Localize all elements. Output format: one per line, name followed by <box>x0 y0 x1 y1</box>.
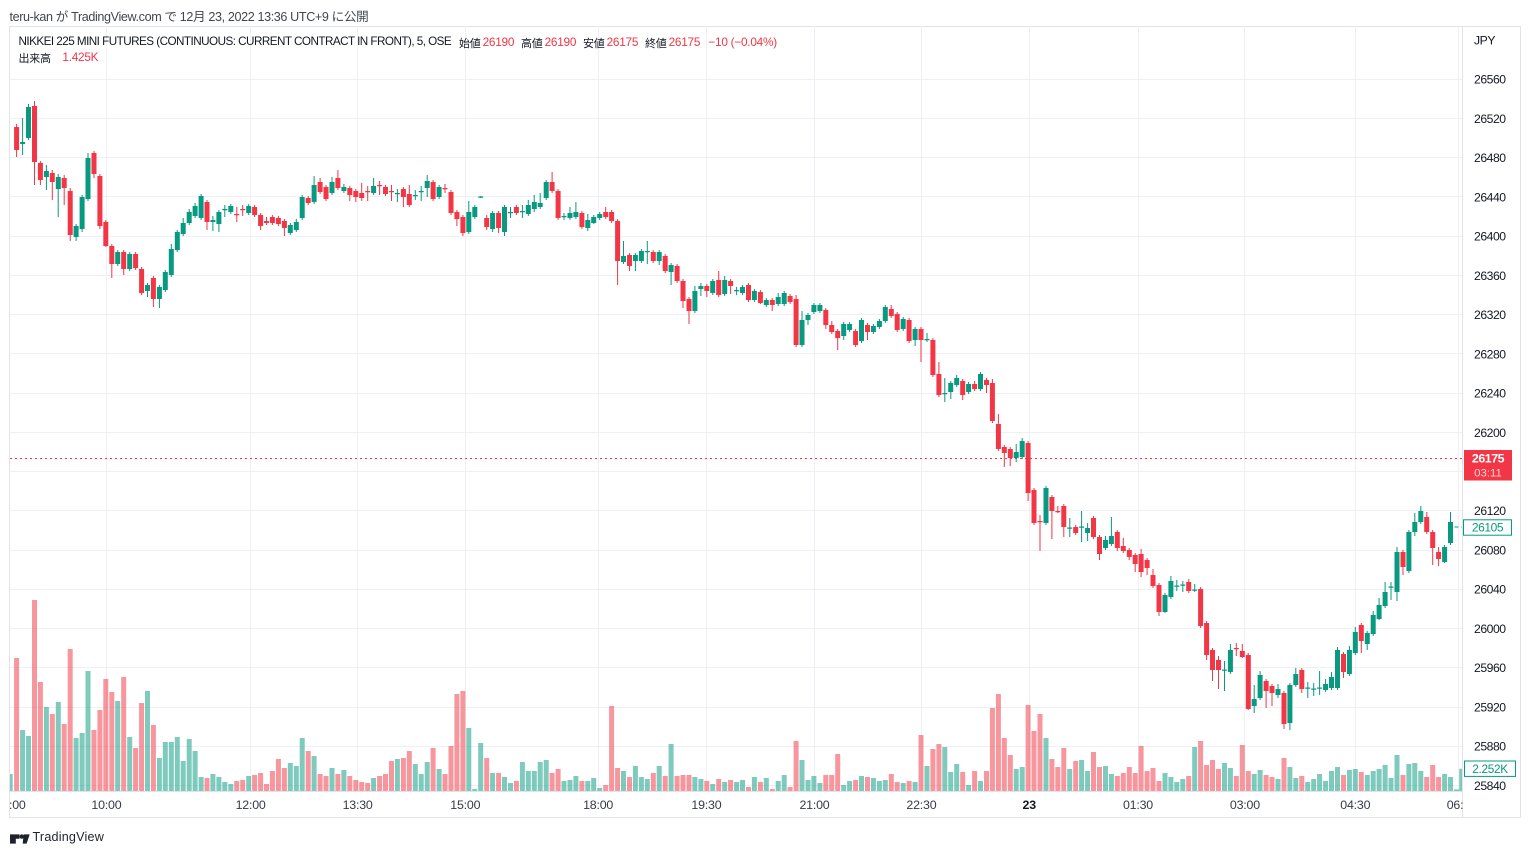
svg-text:03:00: 03:00 <box>1230 798 1260 812</box>
svg-text:19:30: 19:30 <box>691 798 721 812</box>
svg-text:2.252K: 2.252K <box>1472 762 1508 776</box>
svg-text:12:00: 12:00 <box>236 798 266 812</box>
svg-text:13:30: 13:30 <box>343 798 373 812</box>
svg-text:26560: 26560 <box>1474 73 1506 87</box>
svg-text:26280: 26280 <box>1474 347 1506 361</box>
svg-text:26080: 26080 <box>1474 544 1506 558</box>
svg-text:JPY: JPY <box>1474 34 1495 48</box>
svg-text:26120: 26120 <box>1474 504 1506 518</box>
svg-text:26400: 26400 <box>1474 230 1506 244</box>
svg-text:25840: 25840 <box>1474 779 1506 793</box>
svg-text:25920: 25920 <box>1474 700 1506 714</box>
svg-text:26440: 26440 <box>1474 190 1506 204</box>
svg-text:26000: 26000 <box>1474 622 1506 636</box>
svg-text:26480: 26480 <box>1474 151 1506 165</box>
svg-text:06:: 06: <box>1447 798 1464 812</box>
svg-text:26040: 26040 <box>1474 583 1506 597</box>
svg-text:26240: 26240 <box>1474 387 1506 401</box>
svg-text::00: :00 <box>10 798 26 812</box>
svg-text:26320: 26320 <box>1474 308 1506 322</box>
svg-text:26175: 26175 <box>1472 452 1505 466</box>
svg-text:03:11: 03:11 <box>1474 468 1502 480</box>
svg-text:26105: 26105 <box>1472 521 1504 535</box>
svg-text:01:30: 01:30 <box>1123 798 1153 812</box>
svg-text:26520: 26520 <box>1474 112 1506 126</box>
svg-text:10:00: 10:00 <box>91 798 121 812</box>
svg-text:26200: 26200 <box>1474 426 1506 440</box>
svg-text:04:30: 04:30 <box>1340 798 1370 812</box>
svg-text:15:00: 15:00 <box>450 798 480 812</box>
svg-text:22:30: 22:30 <box>906 798 936 812</box>
svg-text:25960: 25960 <box>1474 661 1506 675</box>
svg-text:26360: 26360 <box>1474 269 1506 283</box>
svg-text:25880: 25880 <box>1474 740 1506 754</box>
svg-text:18:00: 18:00 <box>583 798 613 812</box>
svg-text:21:00: 21:00 <box>799 798 829 812</box>
svg-text:23: 23 <box>1023 798 1037 812</box>
